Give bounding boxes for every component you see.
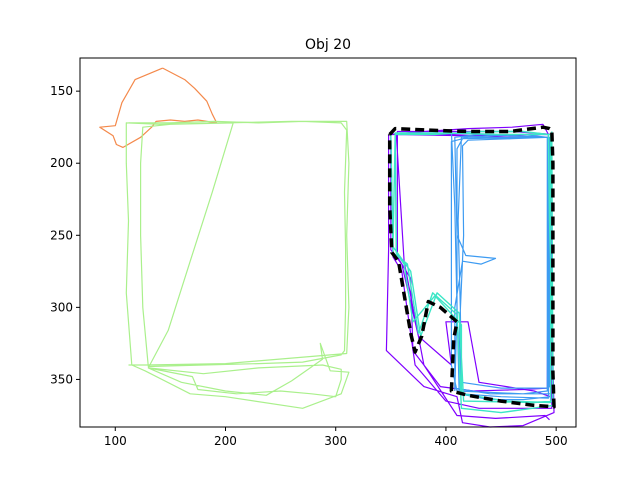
x-tick-label: 200 bbox=[214, 434, 237, 448]
series-line-2 bbox=[125, 120, 350, 409]
x-tick-label: 400 bbox=[434, 434, 457, 448]
series-layer bbox=[99, 67, 556, 428]
y-tick-label: 350 bbox=[50, 372, 73, 386]
series-line-4 bbox=[450, 131, 552, 401]
plot-frame bbox=[79, 57, 577, 428]
chart-title: Obj 20 bbox=[305, 37, 351, 53]
y-tick-label: 200 bbox=[50, 156, 73, 170]
series-line-1 bbox=[99, 67, 218, 148]
series-line-6 bbox=[387, 125, 556, 409]
x-tick-label: 100 bbox=[104, 434, 127, 448]
x-tick-label: 500 bbox=[545, 434, 568, 448]
axes-layer: 100 200 300 400 500 150 200 250 300 350 bbox=[50, 84, 568, 448]
x-tick-label: 300 bbox=[324, 434, 347, 448]
y-tick-label: 250 bbox=[50, 228, 73, 242]
y-tick-label: 300 bbox=[50, 300, 73, 314]
series-line-5 bbox=[390, 130, 554, 414]
y-tick-label: 150 bbox=[50, 84, 73, 98]
